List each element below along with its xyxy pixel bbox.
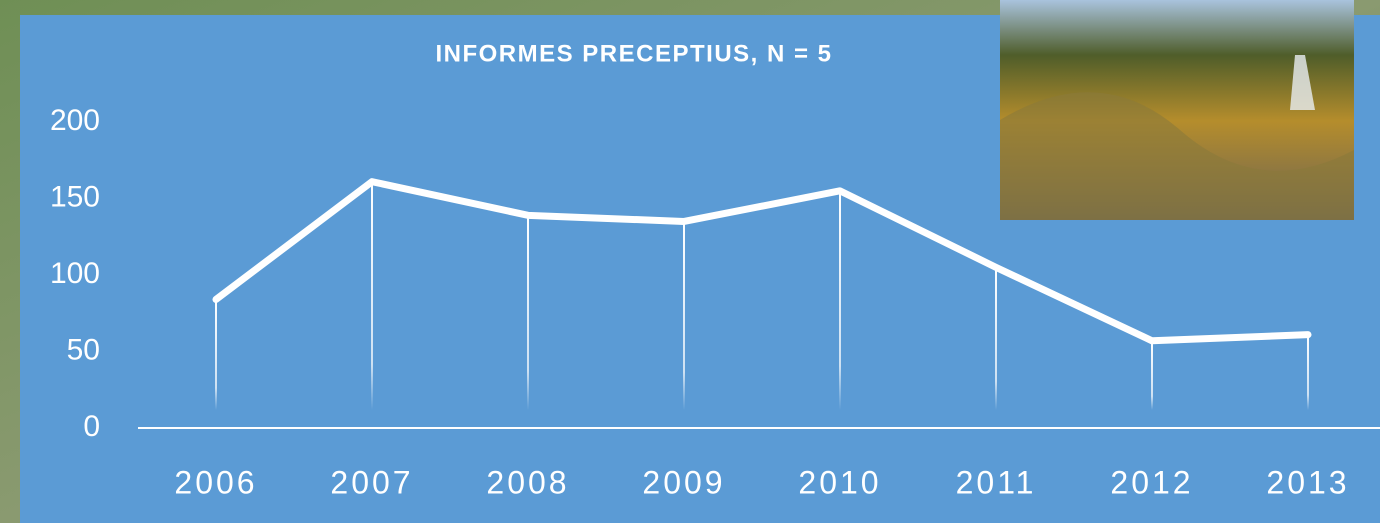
page: INFORMES PRECEPTIUS, N = 5 0 50 100 150 200 2… xyxy=(0,0,1380,523)
y-tick-label: 100 xyxy=(50,257,100,290)
drop-line xyxy=(839,191,841,410)
drop-line xyxy=(683,221,685,410)
y-tick-label: 50 xyxy=(67,333,100,366)
drop-line xyxy=(1151,341,1153,410)
drop-line xyxy=(215,299,217,410)
drop-line xyxy=(995,267,997,410)
drop-line xyxy=(371,182,373,410)
x-tick-label: 2006 xyxy=(174,464,257,500)
chart: INFORMES PRECEPTIUS, N = 5 0 50 100 150 200 2… xyxy=(0,0,1380,523)
chart-title: INFORMES PRECEPTIUS, N = 5 xyxy=(435,40,832,67)
x-tick-label: 2010 xyxy=(798,464,881,500)
x-tick-label: 2009 xyxy=(642,464,725,500)
drop-line xyxy=(1307,335,1309,410)
y-tick-label: 0 xyxy=(83,410,100,443)
x-tick-label: 2012 xyxy=(1110,464,1193,500)
x-tick-label: 2007 xyxy=(330,464,413,500)
x-tick-label: 2013 xyxy=(1266,464,1349,500)
x-tick-label: 2011 xyxy=(956,464,1037,500)
y-tick-label: 200 xyxy=(50,104,100,137)
x-tick-label: 2008 xyxy=(486,464,569,500)
drop-line xyxy=(527,215,529,410)
y-tick-label: 150 xyxy=(50,180,100,213)
